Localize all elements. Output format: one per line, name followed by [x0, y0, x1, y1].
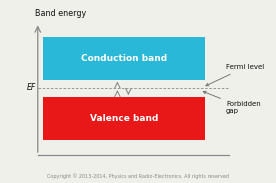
Text: Conduction band: Conduction band — [81, 54, 167, 63]
Bar — [43, 37, 205, 80]
Text: EF: EF — [27, 83, 36, 92]
Text: Valence band: Valence band — [90, 114, 158, 123]
Text: Copyright © 2013-2014, Physics and Radio-Electronics. All rights reserved: Copyright © 2013-2014, Physics and Radio… — [47, 173, 229, 179]
Text: Forbidden
gap: Forbidden gap — [203, 91, 261, 114]
Text: Band energy: Band energy — [35, 9, 86, 18]
Bar — [43, 97, 205, 140]
Text: Fermi level: Fermi level — [206, 64, 264, 86]
